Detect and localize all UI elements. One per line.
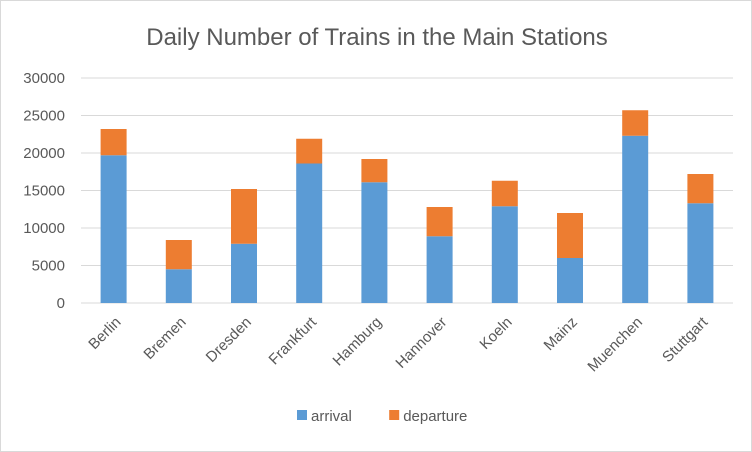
y-axis: 0 5000 10000 15000 20000 25000 30000 [23, 70, 65, 312]
bar-departure-hannover [426, 207, 453, 237]
x-axis: Berlin Bremen Dresden Frankfurt Hamburg Hanno… [85, 313, 712, 375]
bar-departure-muenchen [622, 110, 649, 136]
x-tick-label: Hannover [392, 314, 450, 372]
chart-title: Daily Number of Trains in the Main Stati… [146, 24, 608, 51]
bars [100, 110, 714, 303]
x-tick-label: Berlin [85, 314, 124, 353]
legend-swatch-departure [389, 410, 400, 420]
legend: arrival departure [297, 408, 467, 425]
y-tick-label: 10000 [23, 220, 65, 237]
bar-arrival-koeln [491, 206, 518, 303]
legend-swatch-arrival [297, 410, 307, 420]
bar-arrival-berlin [100, 155, 127, 303]
bar-arrival-hannover [426, 236, 453, 303]
y-tick-label: 20000 [23, 145, 65, 162]
bar-departure-dresden [231, 189, 257, 244]
bar-departure-mainz [557, 213, 583, 258]
bar-arrival-hamburg [361, 182, 388, 303]
x-tick-label: Dresden [203, 314, 255, 366]
bar-departure-bremen [165, 240, 192, 270]
bar-departure-stuttgart [687, 174, 714, 204]
x-tick-label: Bremen [140, 314, 189, 363]
y-tick-label: 5000 [32, 258, 65, 275]
bar-departure-berlin [100, 129, 127, 156]
bar-arrival-frankfurt [296, 163, 323, 303]
x-tick-label: Hamburg [330, 314, 386, 370]
bar-departure-koeln [491, 180, 518, 207]
bar-arrival-muenchen [622, 135, 649, 303]
x-tick-label: Frankfurt [266, 313, 321, 368]
bar-arrival-stuttgart [687, 203, 714, 303]
bar-arrival-dresden [231, 243, 257, 303]
bar-arrival-bremen [165, 269, 192, 303]
x-tick-label: Mainz [541, 314, 581, 354]
x-tick-label: Muenchen [584, 314, 646, 376]
x-tick-label: Koeln [476, 314, 515, 353]
bar-departure-hamburg [361, 159, 388, 183]
bar-arrival-mainz [557, 258, 583, 303]
y-tick-label: 30000 [23, 70, 65, 87]
y-tick-label: 15000 [23, 183, 65, 200]
legend-label-arrival: arrival [311, 408, 352, 425]
bar-departure-frankfurt [296, 138, 323, 164]
legend-label-departure: departure [403, 408, 467, 425]
y-tick-label: 0 [57, 295, 65, 312]
y-tick-label: 25000 [23, 108, 65, 125]
x-tick-label: Stuttgart [659, 313, 712, 366]
